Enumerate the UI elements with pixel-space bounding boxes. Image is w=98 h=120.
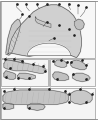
Polygon shape xyxy=(8,5,81,58)
Bar xyxy=(1,88,95,119)
Polygon shape xyxy=(73,73,90,82)
Polygon shape xyxy=(18,73,35,79)
Polygon shape xyxy=(71,60,86,70)
Polygon shape xyxy=(74,19,84,30)
Bar xyxy=(50,59,95,86)
Polygon shape xyxy=(27,43,71,55)
Polygon shape xyxy=(71,90,92,104)
Polygon shape xyxy=(4,60,45,73)
Bar xyxy=(1,59,48,86)
Polygon shape xyxy=(27,103,45,110)
Polygon shape xyxy=(4,71,16,79)
Polygon shape xyxy=(53,72,69,80)
Polygon shape xyxy=(6,19,21,55)
Polygon shape xyxy=(3,90,69,104)
Polygon shape xyxy=(3,103,14,109)
Bar xyxy=(1,1,95,58)
Polygon shape xyxy=(35,17,51,28)
Polygon shape xyxy=(6,59,24,64)
Polygon shape xyxy=(55,60,67,67)
